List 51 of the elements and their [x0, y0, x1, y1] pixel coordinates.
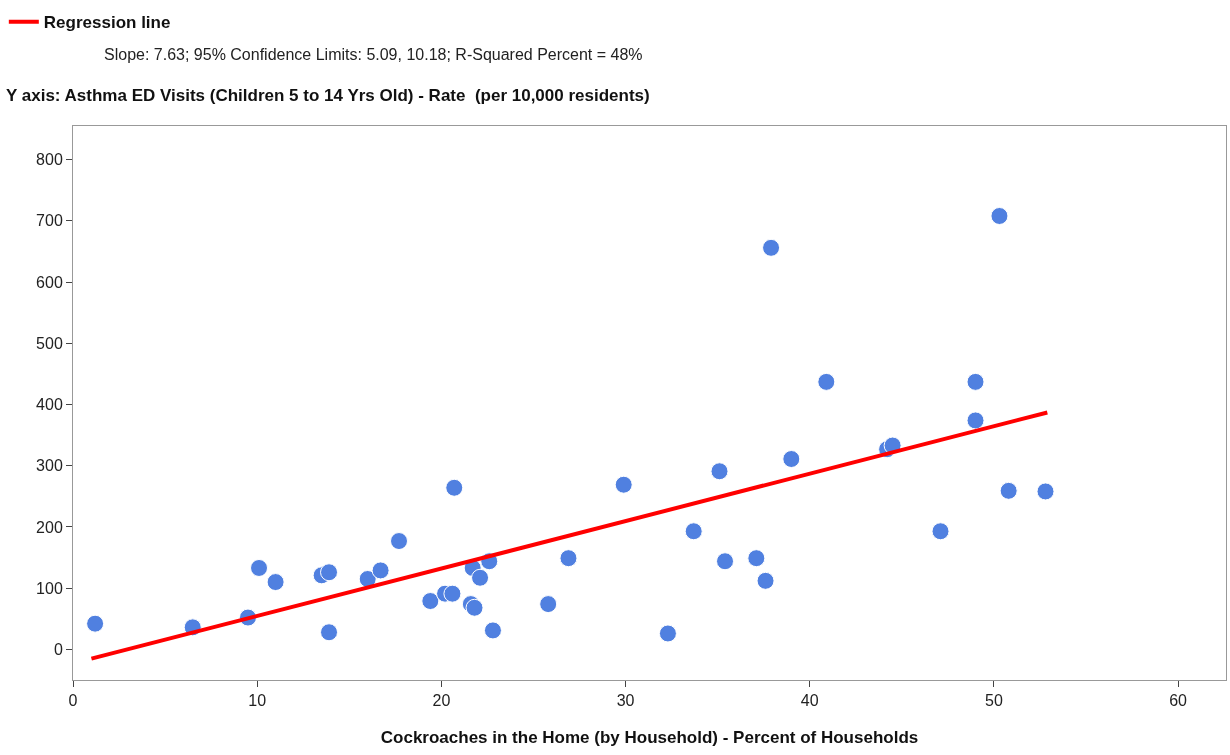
- point: [990, 206, 1009, 225]
- point: [716, 552, 735, 571]
- x-tick-label: 30: [616, 692, 635, 710]
- point: [421, 592, 440, 611]
- point: [710, 462, 729, 481]
- point: [86, 614, 105, 633]
- point: [483, 621, 502, 640]
- y-axis-title: Y axis: Asthma ED Visits (Children 5 to 14 Yrs Old) - Rate (per 10,000 residents): [6, 86, 650, 105]
- point: [931, 522, 950, 541]
- y-tick-label: 300: [36, 457, 63, 475]
- y-tick-label: 800: [36, 151, 63, 169]
- point: [658, 624, 677, 643]
- point: [817, 372, 836, 391]
- point: [320, 563, 339, 582]
- point: [559, 549, 578, 568]
- point: [266, 573, 285, 592]
- y-tick-label: 0: [53, 640, 63, 658]
- legend-label: Regression line: [43, 13, 171, 33]
- point: [371, 561, 390, 580]
- x-tick-label: 10: [248, 692, 267, 710]
- x-tick-label: 50: [985, 692, 1003, 710]
- point: [747, 549, 766, 568]
- y-tick-label: 200: [36, 518, 63, 536]
- point: [539, 595, 558, 614]
- point: [756, 571, 775, 590]
- x-tick-label: 20: [432, 692, 451, 710]
- point: [684, 522, 703, 541]
- point: [999, 481, 1018, 500]
- point: [465, 598, 484, 617]
- x-tick-label: 60: [1169, 692, 1188, 710]
- point: [320, 623, 339, 642]
- point: [614, 475, 633, 494]
- x-axis-title: Cockroaches in the Home (by Household) - Percent of Households: [380, 727, 919, 747]
- point: [1036, 482, 1055, 501]
- y-tick-label: 700: [36, 212, 63, 230]
- point: [471, 568, 490, 587]
- y-tick-label: 100: [36, 579, 63, 597]
- text: Slope: 7.63; 95% Confidence Limits: 5.09, 10.18; R-Squared Percent = 48%: [104, 46, 643, 63]
- point: [443, 584, 462, 603]
- y-tick-label: 500: [36, 334, 63, 352]
- point: [445, 478, 464, 497]
- x-tick-label: 0: [68, 692, 78, 710]
- point: [782, 450, 801, 468]
- y-tick-label: 600: [36, 273, 63, 291]
- point: [390, 532, 409, 551]
- point: [966, 372, 985, 391]
- x-tick-label: 40: [800, 692, 819, 710]
- y-tick-label: 400: [36, 396, 63, 414]
- point: [966, 411, 985, 430]
- point: [762, 238, 781, 257]
- point: [250, 558, 269, 577]
